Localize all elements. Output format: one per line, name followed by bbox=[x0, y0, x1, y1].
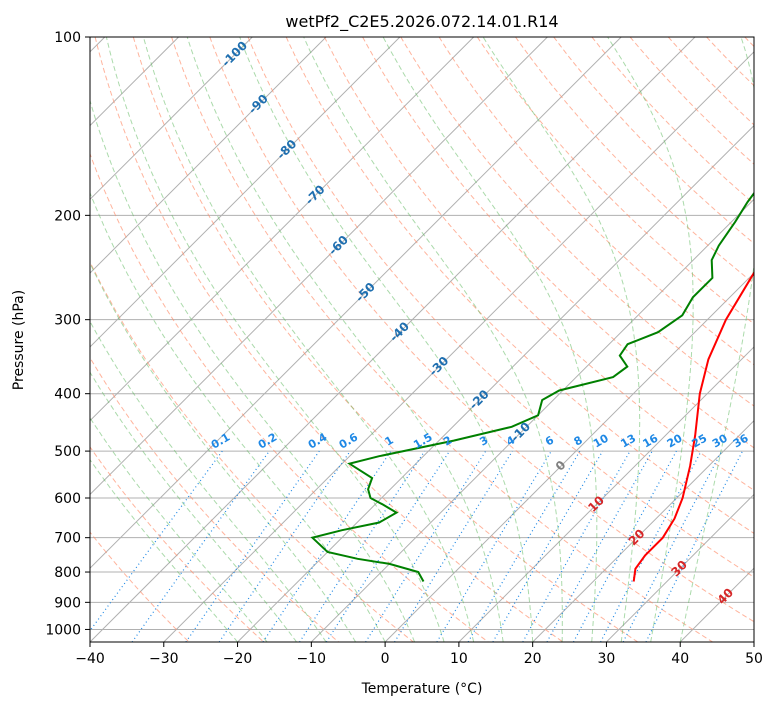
moist-adiabat-line bbox=[90, 262, 357, 642]
moist-adiabat-line bbox=[186, 37, 504, 642]
x-axis-label: Temperature (°C) bbox=[361, 681, 483, 697]
isotherm-line bbox=[90, 37, 253, 201]
dry-adiabat-line bbox=[90, 152, 489, 642]
y-tick-label: 800 bbox=[54, 565, 81, 581]
x-tick-label: 20 bbox=[524, 651, 542, 667]
dry-adiabat-line bbox=[94, 37, 564, 642]
y-tick-label: 300 bbox=[54, 313, 81, 329]
plot-background bbox=[90, 37, 754, 642]
x-tick-label: −20 bbox=[223, 651, 253, 667]
dry-adiabat-line bbox=[629, 37, 754, 165]
mixing-ratio-line bbox=[131, 450, 270, 642]
x-tick-label: 10 bbox=[450, 651, 468, 667]
y-axis-label: Pressure (hPa) bbox=[11, 290, 27, 390]
moist-adiabat-line bbox=[382, 37, 598, 642]
background-lines bbox=[90, 37, 754, 642]
isotherm-line bbox=[90, 37, 401, 348]
y-tick-label: 900 bbox=[54, 595, 81, 611]
y-tick-label: 400 bbox=[54, 387, 81, 403]
dewpoint-line bbox=[310, 191, 754, 582]
dry-adiabat-line bbox=[400, 37, 754, 407]
mixing-ratio-line bbox=[622, 450, 723, 642]
x-tick-label: −10 bbox=[297, 651, 327, 667]
moist-adiabat-line bbox=[303, 37, 563, 642]
moist-adiabat-line bbox=[105, 37, 445, 642]
isotherm-line bbox=[237, 124, 754, 642]
plot-frame bbox=[89, 36, 755, 643]
moist-adiabat-line bbox=[90, 416, 268, 642]
moist-adiabat-line bbox=[482, 37, 641, 642]
dry-adiabat-line bbox=[362, 37, 754, 449]
dry-adiabat-line bbox=[591, 37, 754, 205]
profile-lines bbox=[310, 191, 754, 582]
isotherm-line bbox=[90, 37, 622, 569]
moist-adiabat-line bbox=[90, 191, 386, 642]
isotherm-line bbox=[90, 37, 548, 496]
dry-adiabat-line bbox=[90, 260, 414, 642]
moist-adiabat-line bbox=[679, 37, 754, 642]
y-tick-label: 600 bbox=[54, 491, 81, 507]
y-tick-label: 700 bbox=[54, 531, 81, 547]
dry-adiabat-line bbox=[209, 37, 754, 623]
mixing-ratio-line bbox=[600, 450, 702, 642]
axis-ticks: −40 −30 −20 −10 0 10 20 30 40 50 100 200 300 400 500 60… bbox=[45, 30, 763, 667]
dry-adiabat-line bbox=[515, 37, 754, 285]
x-tick-label: −40 bbox=[75, 651, 105, 667]
x-tick-label: 40 bbox=[671, 651, 689, 667]
isotherm-line bbox=[606, 493, 754, 642]
isotherm-line bbox=[163, 51, 754, 642]
dry-adiabat-line bbox=[323, 37, 754, 491]
x-tick-label: −30 bbox=[149, 651, 179, 667]
isotherm-line bbox=[90, 37, 696, 642]
moist-adiabat-line bbox=[239, 37, 534, 642]
temperature-line bbox=[632, 270, 754, 582]
y-tick-label: 500 bbox=[54, 444, 81, 460]
mixing-ratio-line bbox=[90, 450, 223, 632]
isotherm-line bbox=[458, 346, 754, 642]
dry-adiabat-line bbox=[132, 37, 639, 642]
x-tick-label: 0 bbox=[381, 651, 390, 667]
mixing-ratio-line bbox=[645, 450, 744, 642]
isotherm-line bbox=[90, 37, 475, 422]
dry-adiabat-line bbox=[438, 37, 754, 366]
mixing-ratio-line bbox=[394, 450, 513, 642]
y-tick-label: 1000 bbox=[45, 622, 81, 638]
mixing-ratio-line bbox=[299, 450, 426, 642]
moist-adiabat-line bbox=[142, 37, 475, 642]
moist-adiabat-line bbox=[90, 320, 327, 642]
mixing-ratio-line bbox=[546, 450, 653, 642]
isotherm-line bbox=[90, 37, 327, 274]
moist-adiabat-line bbox=[607, 37, 694, 642]
chart-title: wetPf2_C2E5.2026.072.14.01.R14 bbox=[285, 12, 558, 32]
dry-adiabat-line bbox=[171, 37, 713, 642]
y-tick-label: 200 bbox=[54, 208, 81, 224]
isotherm-line bbox=[753, 641, 754, 642]
y-tick-label: 100 bbox=[54, 30, 81, 46]
mixing-ratio-line bbox=[185, 450, 320, 642]
moist-adiabat-line bbox=[90, 458, 238, 642]
x-tick-label: 50 bbox=[745, 651, 763, 667]
isotherm-line bbox=[384, 272, 754, 642]
dry-adiabat-line bbox=[285, 37, 754, 534]
dry-adiabat-line bbox=[90, 446, 265, 642]
isotherm-line bbox=[532, 419, 754, 642]
x-tick-label: 30 bbox=[598, 651, 616, 667]
dry-adiabat-line bbox=[247, 37, 754, 578]
